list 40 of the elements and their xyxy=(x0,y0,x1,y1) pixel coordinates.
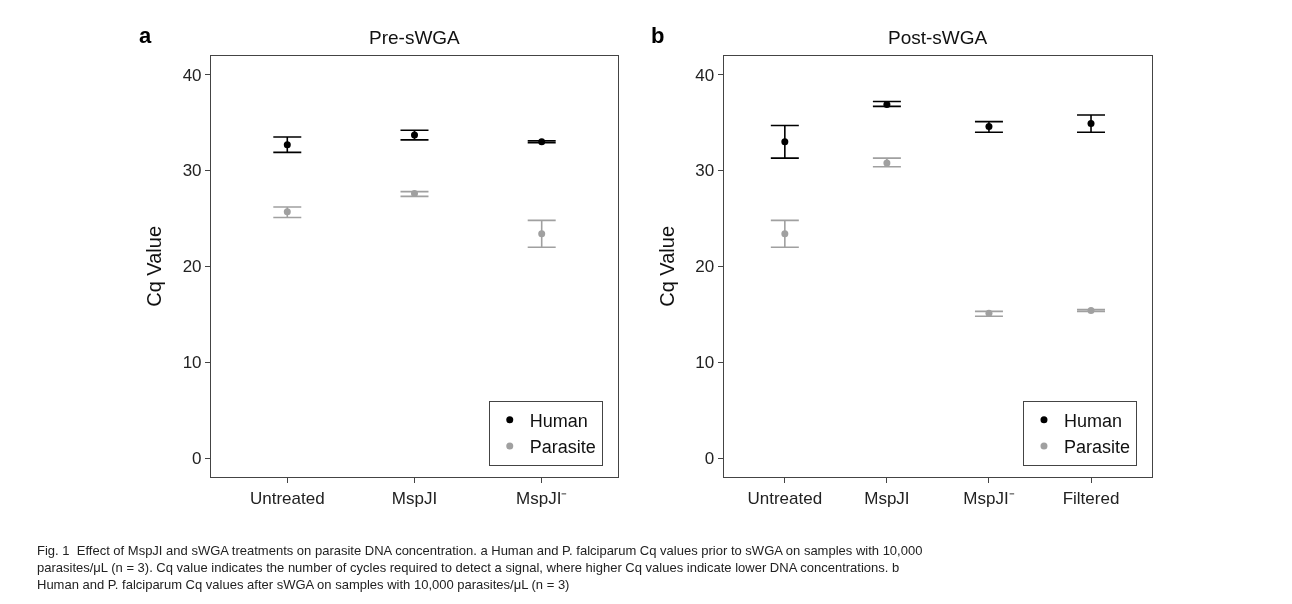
chart-title: Pre-sWGA xyxy=(369,27,461,48)
point xyxy=(1087,306,1095,314)
point xyxy=(1087,120,1095,128)
y-tick-label: 30 xyxy=(182,161,202,181)
chart-title: Post-sWGA xyxy=(888,27,988,48)
y-tick-label: 10 xyxy=(695,353,715,373)
y-tick-label: 20 xyxy=(182,257,202,277)
point xyxy=(883,159,891,167)
x-tick-label: MspJI xyxy=(391,488,438,508)
point xyxy=(283,208,291,216)
point xyxy=(985,309,993,317)
x-tick-label: Filtered xyxy=(1062,488,1120,508)
y-tick-label: 0 xyxy=(192,448,202,468)
x-tick-label: Untreated xyxy=(249,488,325,508)
x-tick-label: MspJI xyxy=(864,488,910,508)
point xyxy=(538,230,546,238)
point xyxy=(411,131,418,139)
caption: Fig. 1 Effect of MspJI and sWGA treatments on parasite DNA concentration. a Human and P. falciparum Cq values prior to sWGA on samples with 10,000 parasites/μL (n = 3). Cq value indicates the number of cycles required to detect a signal, where higher Cq values indicate lower DNA concentrations. b Human and P. falciparum Cq values after sWGA on samples with 10,000 parasites/μL (n = 3) xyxy=(37,543,923,592)
point xyxy=(985,122,993,130)
text: a xyxy=(139,23,152,48)
point xyxy=(781,230,789,238)
x-tick-label: MspJI⁻ xyxy=(516,488,568,508)
legend-label: Parasite xyxy=(529,437,596,458)
text: b xyxy=(651,23,665,48)
y-tick-label: 20 xyxy=(695,257,715,277)
y-tick-label: 30 xyxy=(695,161,715,181)
point xyxy=(283,141,291,149)
y-tick-label: 10 xyxy=(182,353,202,373)
point xyxy=(781,138,789,146)
x-tick-label: MspJI⁻ xyxy=(963,488,1015,508)
x-tick-label: Untreated xyxy=(747,488,823,508)
y-axis-title: Cq Value xyxy=(655,225,678,307)
legend-label: Human xyxy=(1063,410,1123,431)
legend-label: Human xyxy=(529,410,588,431)
y-tick-label: 40 xyxy=(695,65,715,85)
legend-label: Parasite xyxy=(1063,437,1131,458)
point xyxy=(538,138,546,146)
y-tick-label: 40 xyxy=(182,65,202,85)
y-tick-label: 0 xyxy=(704,448,715,468)
y-axis-title: Cq Value xyxy=(143,225,166,307)
